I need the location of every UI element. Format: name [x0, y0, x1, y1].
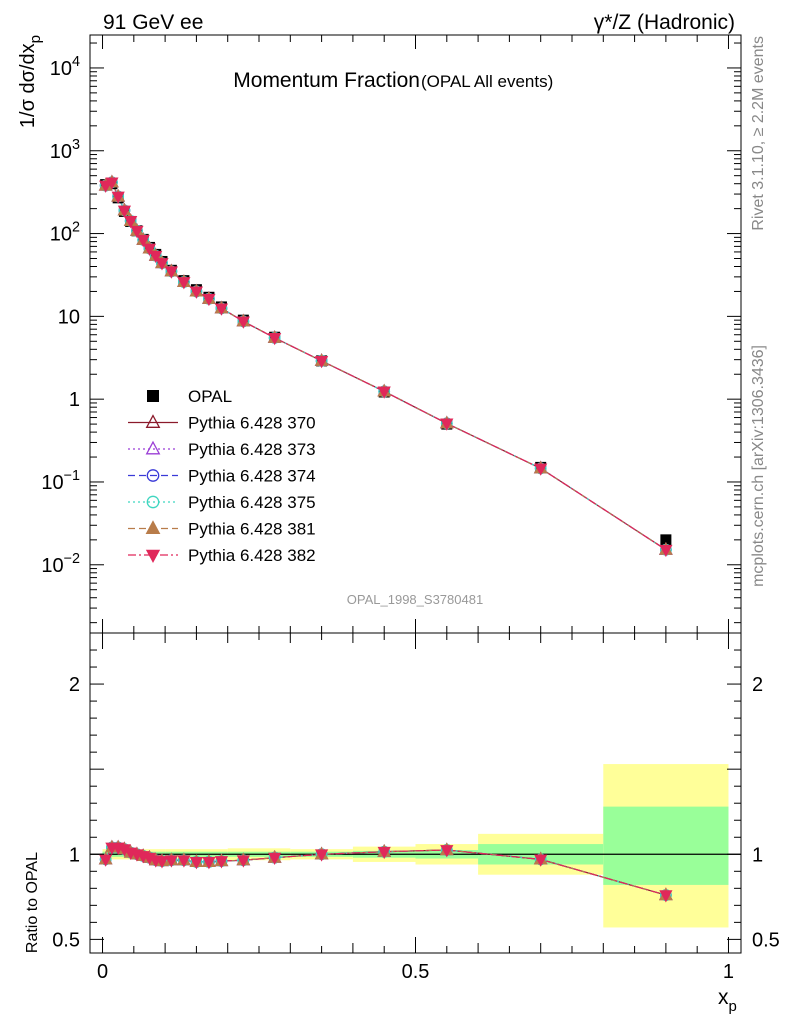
ratio-y-tick-label-right: 2	[752, 674, 763, 696]
legend-label-p375: Pythia 6.428 375	[188, 493, 316, 512]
main-y-label-text: 1/σ dσ/dxp	[17, 35, 44, 128]
mcplots-label: mcplots.cern.ch [arXiv:1306.3436]	[750, 345, 767, 587]
ratio-x-tick-label: 0.5	[402, 961, 430, 983]
ratio-point-p382	[314, 849, 329, 862]
main-point-p382	[164, 266, 178, 279]
x-axis-label: xp	[718, 986, 737, 1015]
main-y-tick-label: 10−1	[41, 468, 80, 494]
main-point-p382	[440, 418, 454, 431]
main-y-tick-label: 104	[50, 54, 80, 80]
ratio-point-p382	[177, 855, 191, 868]
main-point-p382	[155, 258, 169, 271]
main-point-p382	[177, 277, 191, 290]
main-point-OPAL	[660, 534, 672, 546]
header-right-label: γ*/Z (Hadronic)	[594, 11, 735, 34]
main-point-p382	[236, 316, 250, 329]
main-frame	[89, 34, 742, 634]
ratio-y-tick-label-right: 0.5	[752, 929, 780, 951]
main-point-p382	[136, 234, 150, 248]
x-axis-label-text: xp	[718, 986, 737, 1015]
ratio-point-p382	[214, 856, 229, 869]
legend-label-p382: Pythia 6.428 382	[188, 546, 316, 565]
chart-title: Momentum Fraction	[233, 69, 420, 92]
ratio-uncertainty-bands	[90, 764, 741, 928]
main-y-tick-label: 1	[69, 389, 80, 411]
main-point-p382	[202, 293, 216, 307]
ratio-point-p382	[155, 856, 169, 869]
ratio-y-tick-label-right: 1	[752, 844, 763, 866]
main-y-tick-label: 103	[50, 137, 80, 163]
main-point-p382	[142, 243, 157, 256]
ratio-series-markers	[98, 839, 673, 903]
main-point-p382	[189, 286, 204, 299]
ratio-point-p382	[377, 846, 391, 860]
ratio-point-p382	[440, 845, 454, 858]
legend-marker-p382	[145, 549, 161, 563]
analysis-watermark: OPAL_1998_S3780481	[347, 592, 483, 607]
main-y-tick-label: 10−2	[41, 551, 80, 577]
main-y-tick-label: 10	[58, 306, 80, 328]
ratio-x-tick-label: 1	[723, 961, 734, 983]
main-point-p382	[111, 191, 125, 204]
ratio-axes: 0 0.5 1 0.5 0.5 1 1 2 2	[52, 632, 780, 983]
ratio-band-stat	[603, 806, 729, 885]
ratio-y-axis-label: Ratio to OPAL	[24, 852, 41, 953]
main-point-p382	[105, 177, 119, 190]
ratio-point-p382	[189, 857, 204, 870]
main-axes: 10−2 10−1 1 10 102 103 104	[41, 35, 741, 633]
ratio-point-p382	[659, 890, 673, 903]
ratio-point-p382	[236, 855, 250, 868]
legend-label-p381: Pythia 6.428 381	[188, 520, 316, 539]
legend-label-OPAL: OPAL	[188, 387, 232, 406]
ratio-point-p382	[202, 857, 216, 870]
ratio-y-tick-label-left: 0.5	[52, 929, 80, 951]
ratio-y-tick-label-left: 1	[69, 844, 80, 866]
legend-marker-OPAL	[147, 390, 159, 402]
ratio-line-p382	[105, 846, 667, 896]
main-point-p382	[377, 386, 391, 399]
main-y-axis-label: 1/σ dσ/dxp	[17, 35, 44, 128]
main-point-p382	[268, 332, 282, 346]
legend-marker-p375	[146, 495, 160, 509]
legend-marker-p374	[146, 469, 160, 482]
legend-marker-p370	[145, 414, 161, 428]
chart-subtitle: (OPAL All events)	[421, 72, 553, 91]
main-point-p382	[534, 463, 548, 476]
legend-label-p374: Pythia 6.428 374	[188, 467, 316, 486]
ratio-point-p382	[99, 854, 113, 867]
rivet-version-label: Rivet 3.1.10, ≥ 2.2M events	[750, 36, 767, 231]
main-y-tick-label: 102	[50, 220, 80, 246]
main-point-p382	[659, 544, 673, 558]
main-point-p382	[99, 180, 113, 193]
main-series-markers	[98, 174, 673, 558]
header-left-label: 91 GeV ee	[103, 11, 203, 34]
main-point-p382	[314, 355, 329, 369]
legend: OPAL Pythia 6.428 370 Pythia 6.428 373 Pyth…	[128, 387, 316, 565]
main-point-p382	[124, 216, 138, 229]
legend-label-p370: Pythia 6.428 370	[188, 414, 316, 433]
ratio-point-p382	[534, 854, 548, 867]
main-point-p382	[117, 205, 132, 218]
legend-marker-p381	[145, 520, 161, 534]
ratio-x-tick-label: 0	[97, 961, 108, 983]
main-point-p382	[149, 250, 163, 264]
main-point-p382	[130, 225, 144, 239]
legend-label-p373: Pythia 6.428 373	[188, 440, 316, 459]
ratio-y-tick-label-left: 2	[69, 674, 80, 696]
legend-marker-p373	[145, 440, 161, 455]
ratio-point-p382	[268, 852, 282, 866]
main-point-p382	[214, 303, 229, 316]
ratio-point-p382	[164, 855, 178, 868]
